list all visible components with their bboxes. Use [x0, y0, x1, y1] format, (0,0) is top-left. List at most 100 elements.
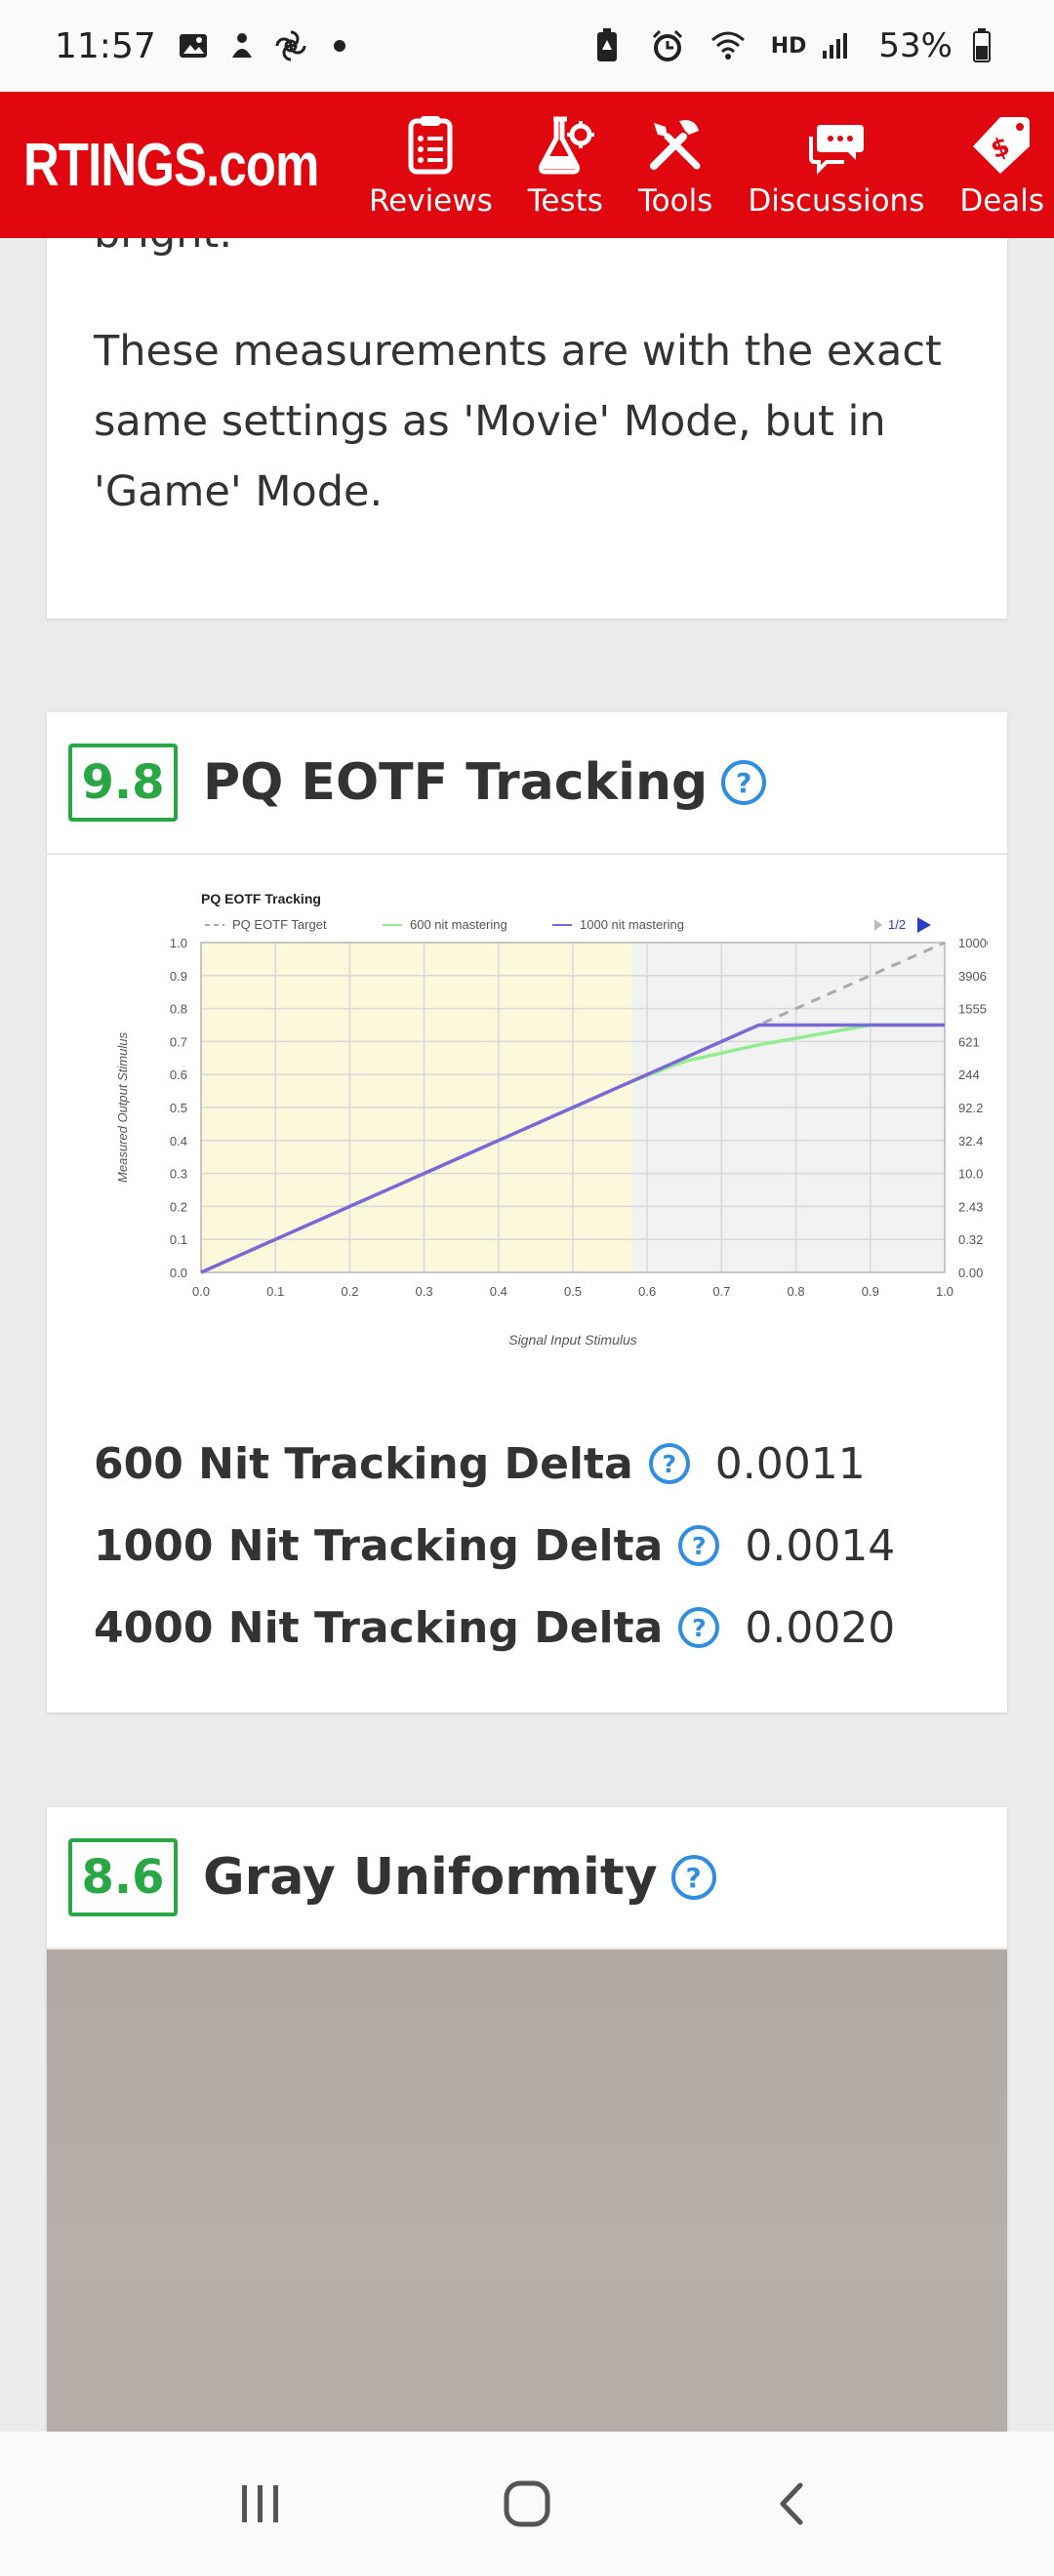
y2-tick-label: 621 [958, 1034, 980, 1049]
pq-metrics: 600 Nit Tracking Delta ? 0.0011 1000 Nit… [94, 1423, 895, 1669]
home-button[interactable] [478, 2465, 576, 2543]
nav-discussions-label: Discussions [748, 183, 925, 219]
y2-tick-label: 92.2 [958, 1101, 983, 1115]
intro-card: bright. These measurements are with the … [47, 238, 1007, 619]
x-tick-label: 0.0 [192, 1284, 210, 1299]
x-tick-label: 0.9 [862, 1284, 879, 1299]
x-tick-label: 0.6 [638, 1284, 656, 1299]
nav-reviews-label: Reviews [369, 183, 493, 219]
y-tick-label: 0.5 [170, 1101, 187, 1115]
nav-tools[interactable]: Tools [621, 100, 730, 238]
nav-tests[interactable]: Tests [510, 100, 621, 238]
chart-title: PQ EOTF Tracking [201, 891, 321, 906]
y-tick-label: 0.3 [170, 1167, 187, 1182]
alarm-icon [650, 28, 685, 63]
gray-uniformity-score: 8.6 [68, 1838, 178, 1916]
metric-label: 4000 Nit Tracking Delta [94, 1602, 664, 1653]
metric-4000-nit: 4000 Nit Tracking Delta ? 0.0020 [94, 1587, 895, 1669]
nav-reviews[interactable]: Reviews [351, 100, 510, 238]
nav-deals-label: Deals [959, 183, 1045, 219]
x-tick-label: 0.1 [266, 1284, 284, 1299]
notification-dot-icon [322, 28, 357, 63]
back-button[interactable] [745, 2465, 842, 2543]
y-tick-label: 0.2 [170, 1199, 187, 1214]
y-tick-label: 0.1 [170, 1232, 187, 1247]
main-nav: Reviews Tests Tools [351, 92, 1054, 238]
y2-tick-label: 10.0 [958, 1167, 983, 1182]
chart-prev-icon [874, 919, 882, 931]
chart-next-icon [917, 917, 931, 933]
metric-600-nit: 600 Nit Tracking Delta ? 0.0011 [94, 1423, 895, 1505]
y2-tick-label: 0.32 [958, 1232, 983, 1247]
gray-uniformity-header: 8.6 Gray Uniformity ? [47, 1807, 1007, 1950]
status-time: 11:57 [55, 25, 156, 66]
gray-uniformity-title[interactable]: Gray Uniformity [203, 1848, 658, 1907]
status-bar: 11:57 HD 53% [0, 0, 1054, 92]
help-icon[interactable]: ? [670, 1855, 716, 1900]
signal-icon [818, 28, 853, 63]
x-axis-title: Signal Input Stimulus [508, 1332, 637, 1348]
y-tick-label: 0.4 [170, 1134, 187, 1148]
x-tick-label: 1.0 [936, 1284, 953, 1299]
nav-tools-label: Tools [637, 183, 713, 219]
y-tick-label: 0.6 [170, 1067, 187, 1082]
nav-tests-label: Tests [527, 183, 603, 219]
clipped-text: bright. [94, 238, 232, 258]
pq-eotf-title[interactable]: PQ EOTF Tracking [203, 753, 709, 812]
recent-apps-button[interactable] [212, 2465, 309, 2543]
y2-tick-label: 2.43 [958, 1199, 983, 1214]
y2-tick-label: 32.4 [958, 1134, 983, 1148]
battery-percent: 53% [878, 26, 953, 65]
metric-label: 600 Nit Tracking Delta [94, 1438, 633, 1489]
help-icon[interactable]: ? [678, 1607, 720, 1648]
x-tick-label: 0.4 [490, 1284, 507, 1299]
system-nav-bar [0, 2432, 1054, 2576]
chat-bubbles-icon [808, 125, 864, 175]
status-right: HD 53% [589, 26, 999, 65]
y2-tick-label: 1555 [958, 1002, 987, 1017]
y-tick-label: 1.0 [170, 936, 187, 950]
wifi-icon [710, 28, 746, 63]
y-tick-label: 0.7 [170, 1034, 187, 1049]
price-tag-icon: $ [972, 117, 1030, 174]
help-icon[interactable]: ? [678, 1525, 720, 1566]
tools-icon [650, 120, 701, 170]
plot-border [200, 942, 946, 1273]
pq-eotf-header: 9.8 PQ EOTF Tracking ? [47, 712, 1007, 855]
x-tick-label: 0.7 [712, 1284, 730, 1299]
x-tick-label: 0.2 [341, 1284, 358, 1299]
x-tick-label: 0.3 [416, 1284, 433, 1299]
y2-tick-label: 3906 [958, 969, 987, 984]
gray-uniformity-image[interactable] [47, 1950, 1007, 2432]
legend-label: 600 nit mastering [410, 917, 507, 932]
nav-deals[interactable]: $ Deals [942, 100, 1054, 238]
series-line [200, 1023, 945, 1274]
home-icon [504, 2480, 550, 2527]
y2-tick-label: 244 [958, 1067, 980, 1082]
y-tick-label: 0.0 [170, 1266, 187, 1280]
x-tick-label: 0.5 [564, 1284, 582, 1299]
help-icon[interactable]: ? [721, 760, 767, 805]
pinwheel-icon [273, 28, 308, 63]
gray-uniformity-card: 8.6 Gray Uniformity ? [47, 1807, 1007, 2432]
battery-saver-icon [589, 28, 625, 63]
y-tick-label: 0.9 [170, 969, 187, 984]
y2-tick-label: 10000 [958, 936, 988, 950]
clipboard-icon [408, 116, 453, 175]
y-tick-label: 0.8 [170, 1002, 187, 1017]
help-icon[interactable]: ? [648, 1443, 690, 1484]
chart-pager: 1/2 [888, 917, 906, 932]
legend-label: 1000 nit mastering [580, 917, 684, 932]
x-tick-label: 0.8 [788, 1284, 805, 1299]
flask-gear-icon [539, 116, 595, 175]
site-logo[interactable]: RTINGS.com [23, 131, 319, 199]
pq-eotf-score: 9.8 [68, 744, 178, 822]
battery-icon [964, 28, 999, 63]
gallery-icon [176, 28, 211, 63]
metric-value: 0.0014 [745, 1520, 896, 1571]
metric-1000-nit: 1000 Nit Tracking Delta ? 0.0014 [94, 1505, 895, 1587]
legend-label: PQ EOTF Target [232, 917, 327, 932]
nav-discussions[interactable]: Discussions [730, 100, 942, 238]
hd-voice-label: HD [770, 33, 807, 59]
pq-eotf-chart[interactable]: 0.0 0.1 0.2 0.3 0.4 0.5 0.6 0.7 0.8 0.9 1.0 0.0 0.1 0… [66, 874, 1042, 1421]
